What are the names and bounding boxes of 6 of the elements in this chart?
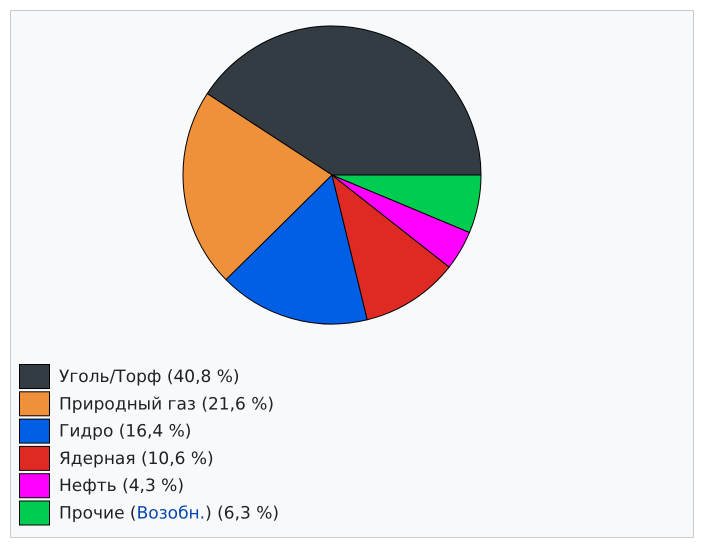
legend-label: Нефть (4,3 %)	[59, 476, 184, 496]
legend-label: Прочие (Возобн.) (6,3 %)	[59, 503, 279, 524]
legend-label: Уголь/Торф (40,8 %)	[59, 366, 240, 387]
legend-label: Природный газ (21,6 %)	[59, 394, 274, 414]
legend-label: Гидро (16,4 %)	[59, 421, 192, 442]
legend-label: Ядерная (10,6 %)	[59, 448, 214, 469]
